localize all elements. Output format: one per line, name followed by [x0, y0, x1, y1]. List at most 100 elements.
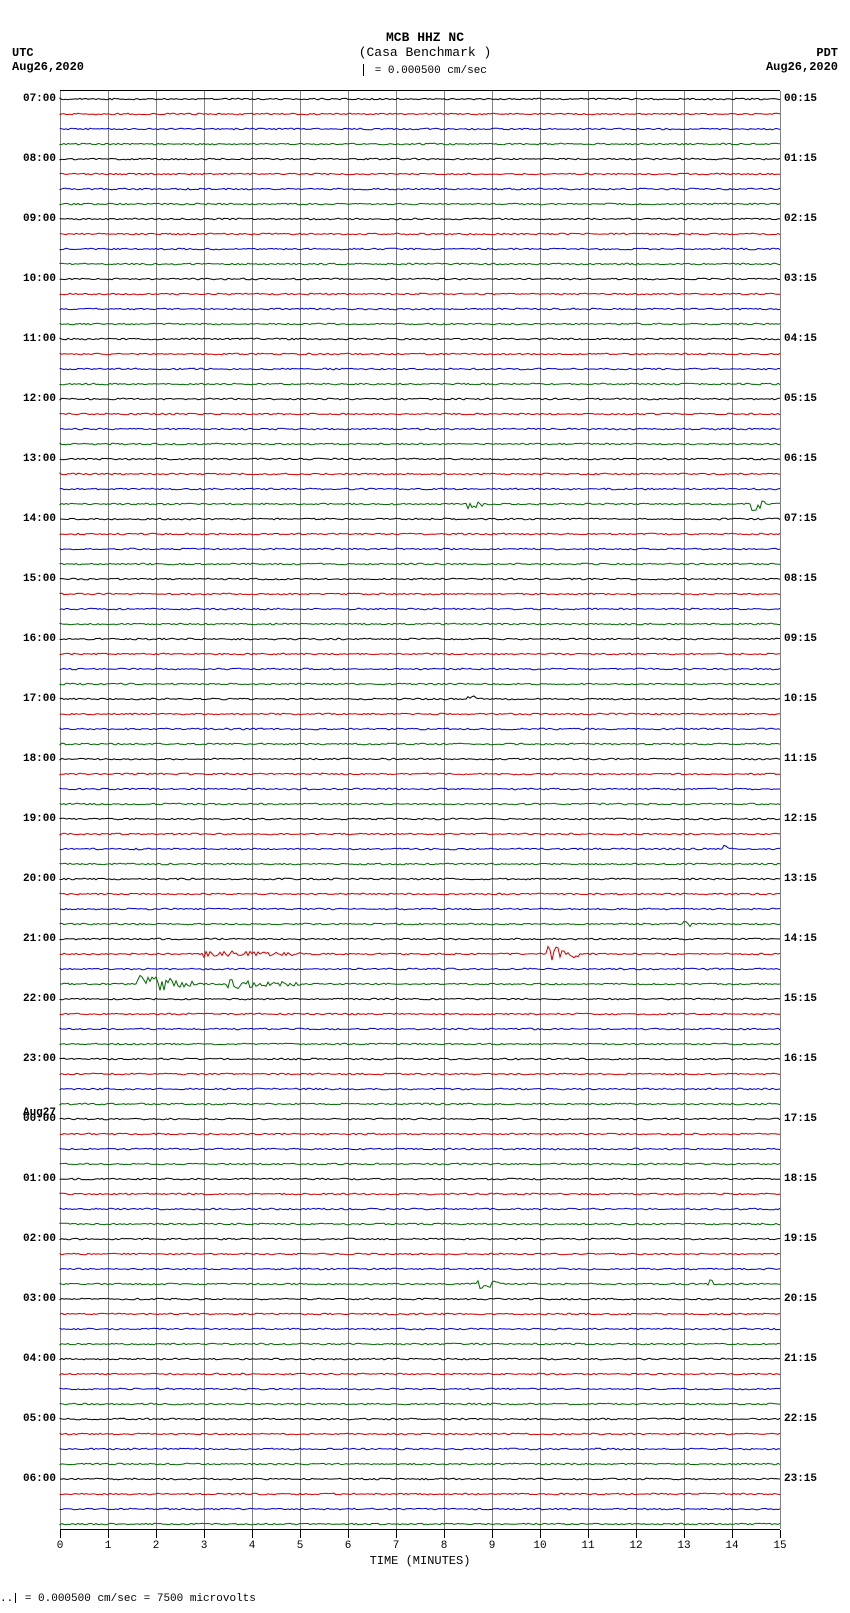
x-tick-label: 13: [677, 1540, 690, 1552]
trace-row: [60, 489, 780, 490]
trace-row: [60, 684, 780, 685]
trace-row: 07:0000:15: [60, 99, 780, 100]
local-hour-label: 02:15: [784, 213, 817, 225]
trace-row: 19:0012:15: [60, 819, 780, 820]
utc-hour-label: 22:00: [23, 993, 56, 1005]
trace-row: [60, 1344, 780, 1345]
date-marker: Aug27: [23, 1107, 56, 1119]
trace-row: [60, 1164, 780, 1165]
utc-hour-label: 02:00: [23, 1233, 56, 1245]
trace-row: [60, 1449, 780, 1450]
trace-row: [60, 1329, 780, 1330]
local-hour-label: 23:15: [784, 1473, 817, 1485]
x-tick: [156, 1530, 157, 1538]
trace-row: [60, 534, 780, 535]
trace-row: 08:0001:15: [60, 159, 780, 160]
trace-row: 15:0008:15: [60, 579, 780, 580]
trace-row: [60, 414, 780, 415]
local-hour-label: 09:15: [784, 633, 817, 645]
x-tick-label: 4: [249, 1540, 256, 1552]
trace-row: [60, 189, 780, 190]
trace-row: 20:0013:15: [60, 879, 780, 880]
x-tick-label: 9: [489, 1540, 496, 1552]
trace-row: 00:0017:15Aug27: [60, 1119, 780, 1120]
trace-row: [60, 1104, 780, 1105]
trace-row: [60, 1029, 780, 1030]
trace-row: [60, 1404, 780, 1405]
x-tick-label: 0: [57, 1540, 64, 1552]
trace-row: [60, 1284, 780, 1285]
trace-row: [60, 1209, 780, 1210]
x-tick-label: 3: [201, 1540, 208, 1552]
x-tick: [444, 1530, 445, 1538]
trace-row: [60, 429, 780, 430]
trace-row: 17:0010:15: [60, 699, 780, 700]
utc-hour-label: 21:00: [23, 933, 56, 945]
local-hour-label: 10:15: [784, 693, 817, 705]
trace-row: 02:0019:15: [60, 1239, 780, 1240]
scale-bar-icon: [363, 64, 364, 76]
scale-indicator: = 0.000500 cm/sec: [0, 64, 850, 77]
trace-row: [60, 174, 780, 175]
trace-row: [60, 1014, 780, 1015]
x-tick-label: 5: [297, 1540, 304, 1552]
x-tick: [636, 1530, 637, 1538]
local-hour-label: 08:15: [784, 573, 817, 585]
x-tick: [780, 1530, 781, 1538]
utc-hour-label: 08:00: [23, 153, 56, 165]
x-tick: [204, 1530, 205, 1538]
local-hour-label: 14:15: [784, 933, 817, 945]
utc-hour-label: 16:00: [23, 633, 56, 645]
trace-row: [60, 1149, 780, 1150]
trace-row: [60, 729, 780, 730]
trace-row: [60, 834, 780, 835]
utc-hour-label: 13:00: [23, 453, 56, 465]
local-hour-label: 22:15: [784, 1413, 817, 1425]
trace-row: [60, 564, 780, 565]
local-hour-label: 21:15: [784, 1353, 817, 1365]
trace-row: [60, 309, 780, 310]
trace-row: [60, 624, 780, 625]
local-hour-label: 18:15: [784, 1173, 817, 1185]
trace-row: 13:0006:15: [60, 459, 780, 460]
x-tick-label: 7: [393, 1540, 400, 1552]
trace-row: [60, 144, 780, 145]
utc-hour-label: 10:00: [23, 273, 56, 285]
trace-row: [60, 1074, 780, 1075]
utc-hour-label: 12:00: [23, 393, 56, 405]
trace-row: [60, 129, 780, 130]
x-tick-label: 15: [773, 1540, 786, 1552]
x-tick-label: 14: [725, 1540, 738, 1552]
trace-row: [60, 1134, 780, 1135]
trace-row: [60, 954, 780, 955]
utc-hour-label: 15:00: [23, 573, 56, 585]
x-tick: [540, 1530, 541, 1538]
trace-row: 18:0011:15: [60, 759, 780, 760]
trace-row: 03:0020:15: [60, 1299, 780, 1300]
trace-row: 11:0004:15: [60, 339, 780, 340]
x-tick-label: 11: [581, 1540, 594, 1552]
trace-row: [60, 1464, 780, 1465]
trace-row: 05:0022:15: [60, 1419, 780, 1420]
utc-hour-label: 18:00: [23, 753, 56, 765]
scale-text: = 0.000500 cm/sec: [375, 65, 487, 77]
trace-row: [60, 444, 780, 445]
local-hour-label: 19:15: [784, 1233, 817, 1245]
x-tick: [396, 1530, 397, 1538]
trace-row: 14:0007:15: [60, 519, 780, 520]
local-hour-label: 11:15: [784, 753, 817, 765]
trace-row: [60, 1314, 780, 1315]
utc-hour-label: 06:00: [23, 1473, 56, 1485]
trace-row: [60, 744, 780, 745]
trace-row: [60, 384, 780, 385]
trace-row: [60, 984, 780, 985]
utc-hour-label: 11:00: [23, 333, 56, 345]
utc-hour-label: 20:00: [23, 873, 56, 885]
local-hour-label: 00:15: [784, 93, 817, 105]
trace-row: [60, 714, 780, 715]
trace-row: [60, 774, 780, 775]
date-left: Aug26,2020: [12, 60, 84, 74]
utc-hour-label: 14:00: [23, 513, 56, 525]
x-tick: [684, 1530, 685, 1538]
trace-row: 10:0003:15: [60, 279, 780, 280]
